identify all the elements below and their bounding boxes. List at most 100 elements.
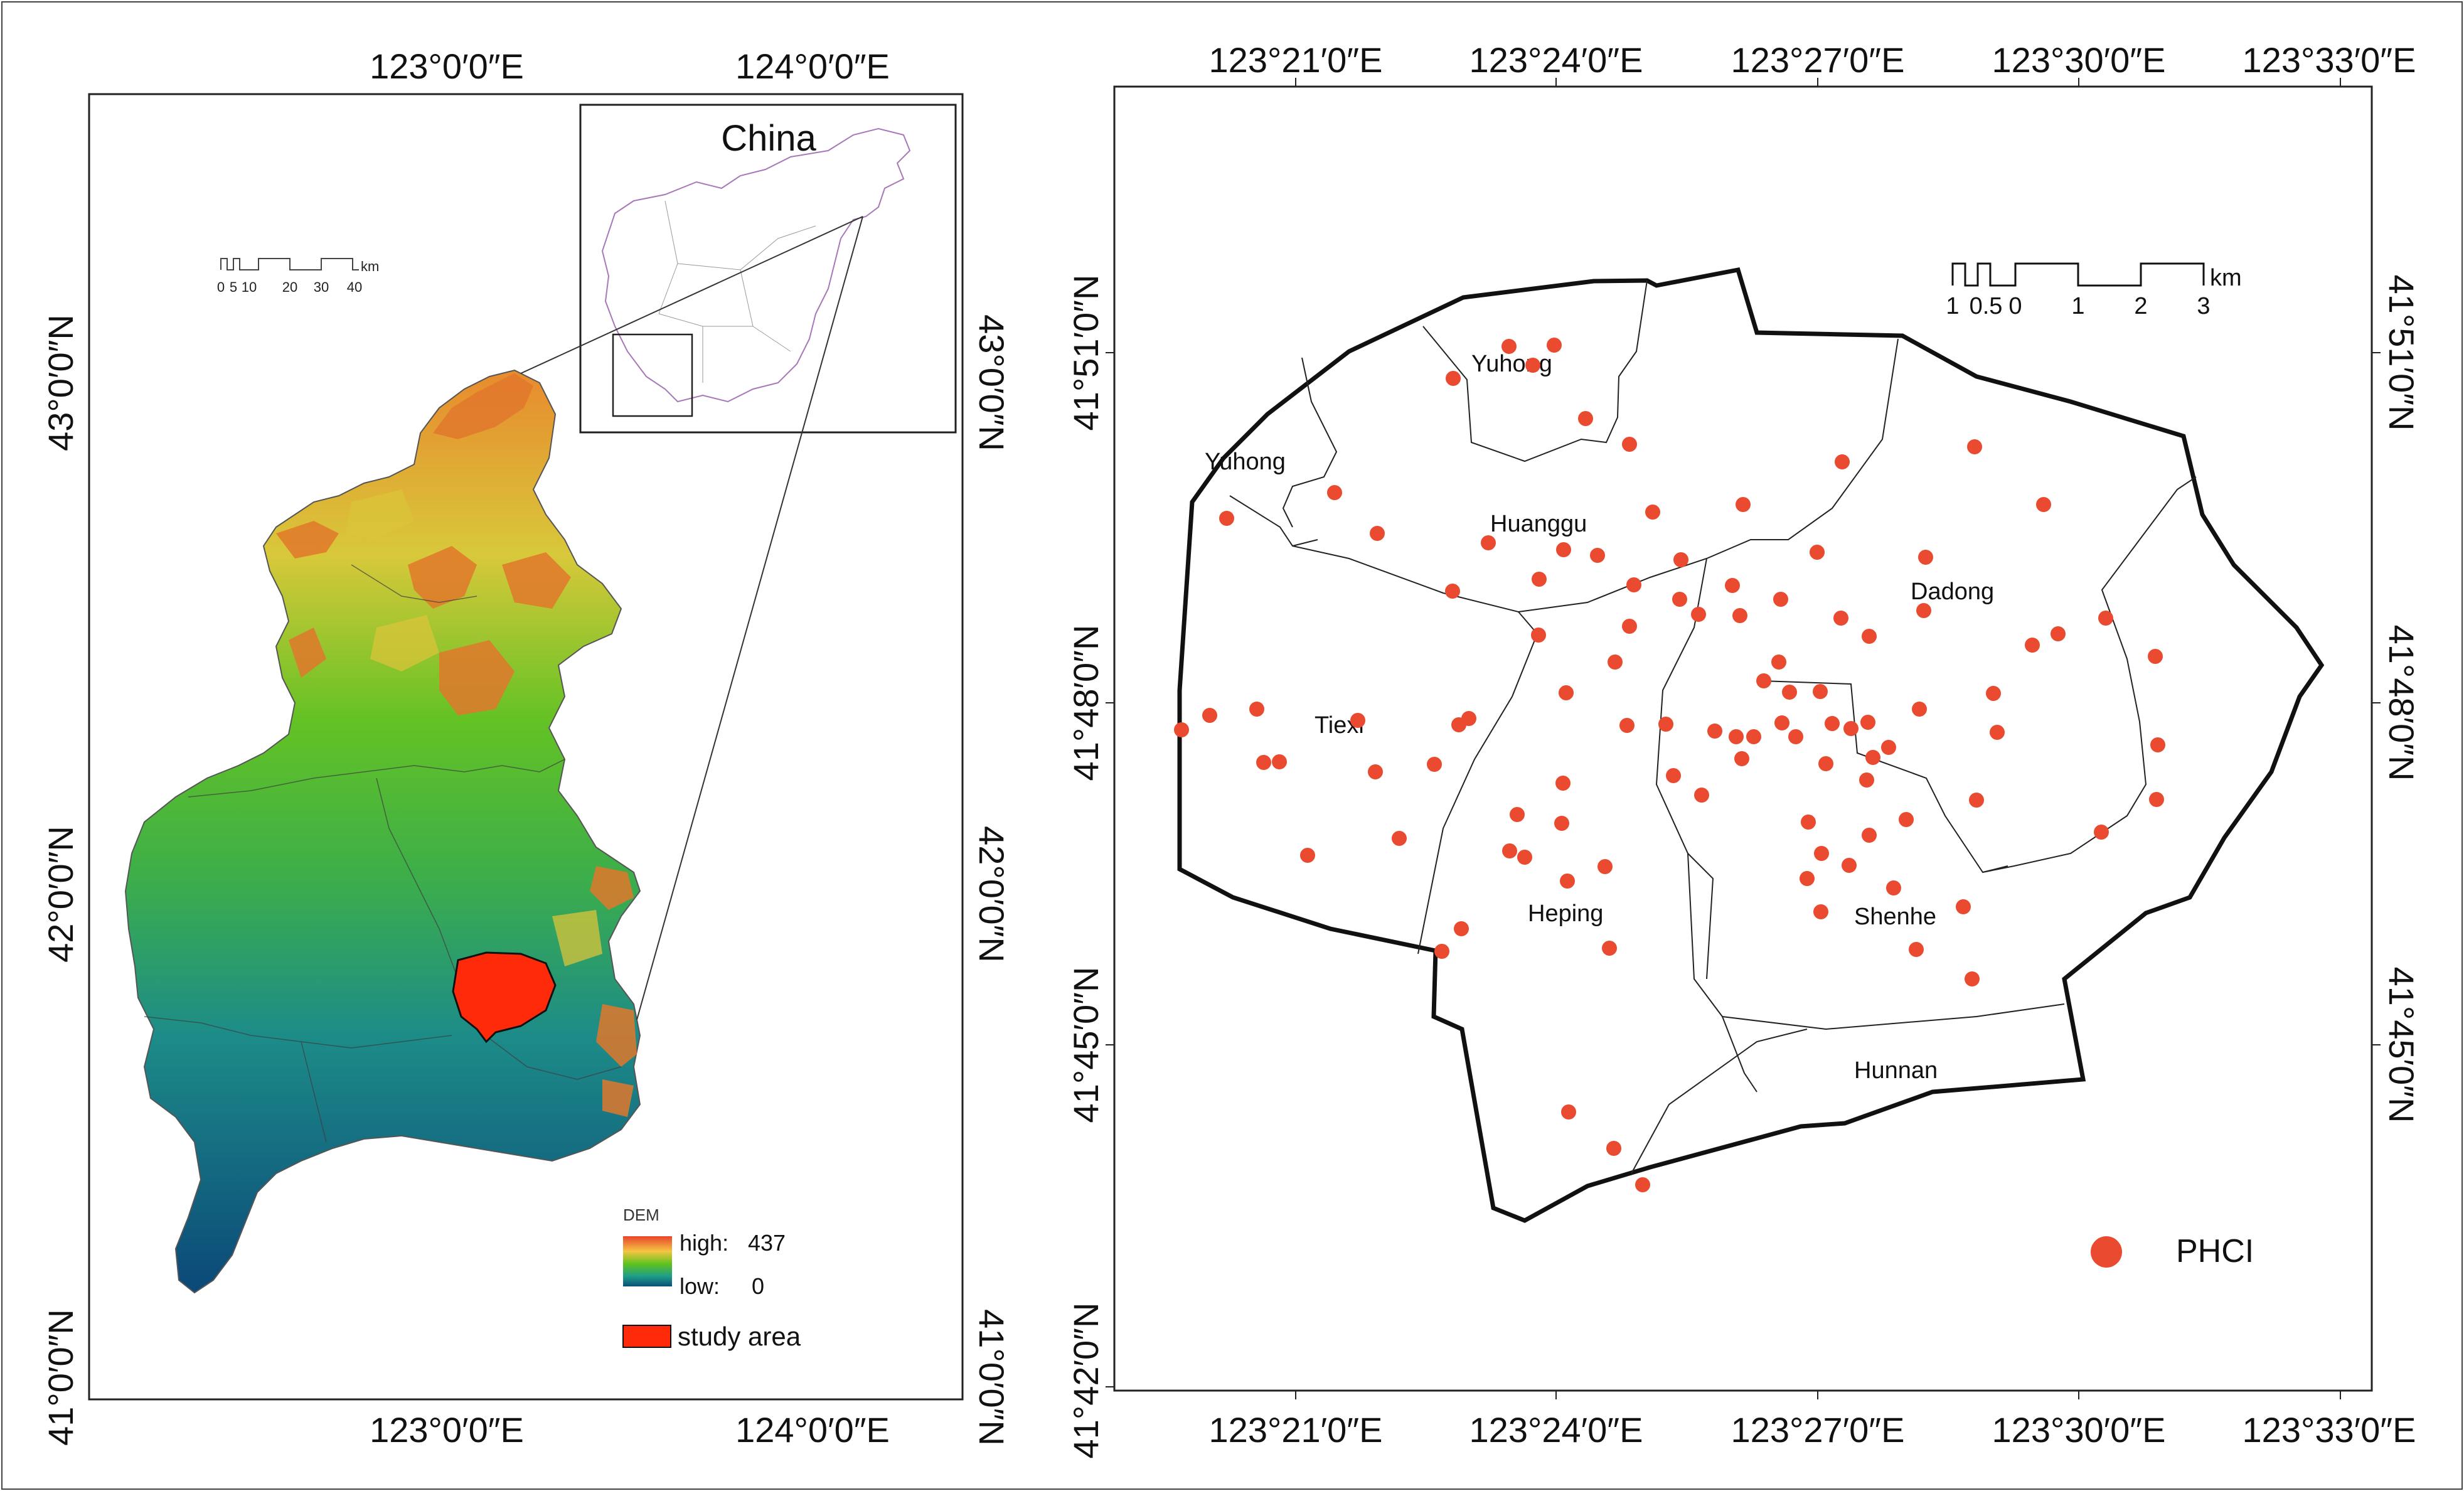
- phci-point: [1842, 858, 1857, 873]
- phci-point: [2150, 737, 2165, 752]
- phci-point: [1813, 684, 1828, 699]
- phci-point: [1578, 411, 1593, 426]
- scale-label-20: 20: [282, 279, 297, 295]
- phci-point: [1967, 439, 1982, 454]
- phci-point: [1909, 942, 1924, 957]
- phci-point: [1918, 550, 1933, 565]
- left-side-tick-2: 42°0′0″N: [41, 826, 80, 963]
- phci-point: [1327, 485, 1342, 500]
- mid-elevation-areas: [345, 489, 602, 966]
- phci-point: [1673, 552, 1688, 567]
- district-label-heping: Heping: [1528, 900, 1603, 927]
- phci-point: [1445, 584, 1460, 599]
- phci-point: [2051, 626, 2066, 641]
- inset-title: China: [721, 118, 816, 159]
- legend-high-label: high:: [680, 1230, 728, 1256]
- phci-point: [1202, 708, 1217, 723]
- phci-point: [1481, 535, 1496, 550]
- phci-point: [1622, 619, 1637, 634]
- legend-low-value: 0: [752, 1273, 764, 1299]
- phci-point: [1859, 772, 1874, 788]
- phci-point: [1370, 526, 1385, 541]
- phci-point: [1825, 716, 1840, 731]
- phci-point: [1555, 776, 1571, 791]
- right-top-tick-1: 123°21′0″E: [1209, 40, 1383, 80]
- phci-point: [1990, 725, 2005, 740]
- phci-point: [1800, 871, 1815, 886]
- phci-point: [1392, 831, 1407, 846]
- phci-points: [1174, 338, 2165, 1192]
- district-label-dadong: Dadong: [1911, 579, 1994, 605]
- scale-label-40: 40: [347, 279, 362, 295]
- left-side-tick-3: 41°0′0″N: [41, 1309, 80, 1446]
- phci-point: [1843, 721, 1859, 736]
- right-top-tick-3: 123°27′0″E: [1731, 40, 1905, 80]
- phci-point: [1672, 592, 1687, 607]
- right-scale-unit: km: [2210, 265, 2242, 291]
- phci-point: [1256, 755, 1271, 770]
- phci-point: [2098, 611, 2113, 626]
- phci-point: [1547, 338, 1562, 353]
- phci-point: [1746, 729, 1761, 744]
- phci-point: [1635, 1177, 1650, 1192]
- right-right-tick-1: 41°51′0″N: [2382, 275, 2421, 431]
- phci-point: [2094, 825, 2109, 840]
- right-top-tick-5: 123°33′0″E: [2243, 40, 2416, 80]
- china-outline: [601, 127, 911, 403]
- phci-point: [1556, 542, 1571, 557]
- phci-point: [1886, 880, 1901, 895]
- scale-label-5: 5: [230, 279, 237, 295]
- left-right-tick-2: 42°0′0″N: [972, 826, 1011, 963]
- phci-point: [1368, 764, 1383, 779]
- phci-point: [1461, 711, 1476, 726]
- left-bottom-tick-2: 124°0′0″E: [735, 1410, 890, 1450]
- phci-point: [1619, 718, 1635, 733]
- phci-point: [1446, 371, 1461, 386]
- right-scalebar: 1 0.5 0 1 2 3 km: [1946, 262, 2242, 319]
- phci-point: [1782, 685, 1797, 700]
- phci-point: [1694, 788, 1709, 803]
- right-bottom-tick-1: 123°21′0″E: [1209, 1410, 1383, 1450]
- right-scale-label-1a: 1: [1946, 293, 1959, 319]
- right-scale-label-3: 3: [2197, 293, 2210, 319]
- inset-frame: [579, 104, 957, 434]
- phci-point: [1219, 511, 1234, 526]
- phci-point: [1532, 572, 1547, 587]
- district-boundaries: [144, 564, 622, 1143]
- phci-point: [1756, 673, 1771, 688]
- right-right-tick-3: 41°45′0″N: [2382, 967, 2421, 1123]
- legend-phci-symbol: [2091, 1236, 2122, 1268]
- phci-point: [1862, 828, 1877, 843]
- right-district-boundaries: [1229, 280, 2197, 1174]
- district-label-shenhe: Shenhe: [1854, 904, 1936, 930]
- study-area-polygon: [452, 951, 557, 1044]
- phci-point: [1434, 944, 1449, 959]
- phci-point: [2149, 792, 2164, 807]
- phci-point: [1561, 1104, 1576, 1120]
- phci-point: [1608, 655, 1623, 670]
- china-inset: China: [579, 104, 957, 434]
- phci-point: [1597, 859, 1613, 874]
- phci-point: [1502, 843, 1517, 858]
- phci-point: [1774, 715, 1789, 730]
- phci-point: [1559, 685, 1574, 700]
- phci-point: [1626, 577, 1641, 592]
- phci-point: [1560, 874, 1575, 889]
- phci-point: [1517, 850, 1532, 865]
- phci-point: [1350, 713, 1365, 728]
- phci-point: [1658, 717, 1673, 732]
- phci-point: [1813, 904, 1828, 919]
- phci-point: [1602, 941, 1617, 956]
- right-bottom-tick-2: 123°24′0″E: [1469, 1410, 1643, 1450]
- phci-point: [1734, 751, 1749, 766]
- right-scale-label-0: 0: [2008, 293, 2022, 319]
- left-top-tick-2: 124°0′0″E: [735, 46, 890, 86]
- phci-point: [1969, 793, 1984, 808]
- inset-scs-box: [612, 333, 693, 417]
- right-left-tick-3: 41°45′0″N: [1066, 967, 1106, 1123]
- phci-point: [1912, 702, 1927, 717]
- phci-point: [1510, 807, 1525, 822]
- right-scale-label-1b: 1: [2071, 293, 2084, 319]
